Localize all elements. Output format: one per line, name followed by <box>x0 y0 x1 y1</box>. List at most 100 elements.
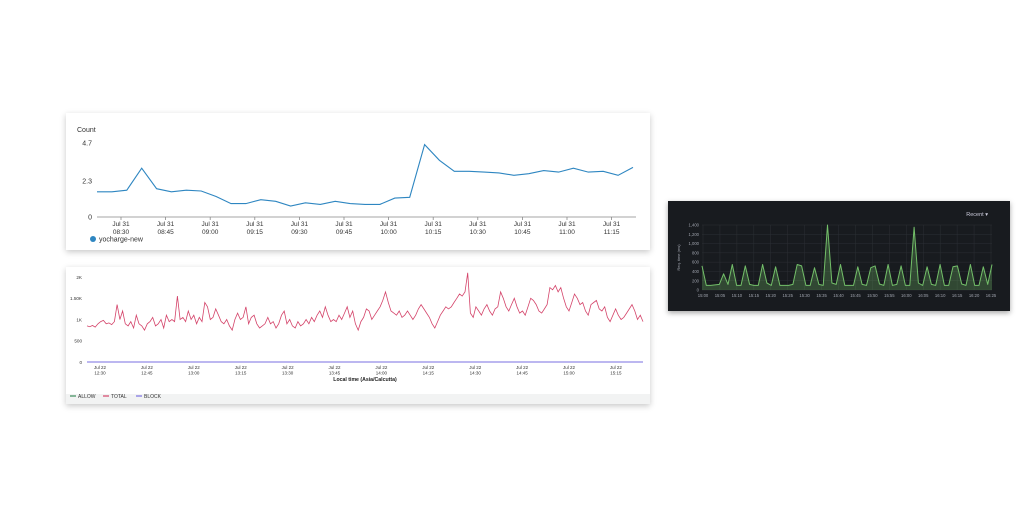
legend-label: TOTAL <box>111 394 127 400</box>
y-tick-label: 800 <box>692 250 700 255</box>
x-tick-date: Jul 22 <box>235 365 248 370</box>
x-tick-time: 11:00 <box>559 229 575 236</box>
x-tick-time: 08:30 <box>113 229 130 236</box>
request-time-panel: Recent ▾ 1,400 1,200 1,000 800 600 400 200 0 15:0… <box>668 201 1010 311</box>
x-tick-time: 13:30 <box>282 371 294 376</box>
x-tick-time: 14:00 <box>376 371 388 376</box>
x-tick-time: 09:45 <box>336 229 353 236</box>
x-tick-time: 11:15 <box>604 229 620 236</box>
x-tick-time: 13:00 <box>188 371 200 376</box>
legend-bar <box>66 394 650 404</box>
x-tick-label: 16:15 <box>952 293 963 298</box>
x-tick-time: 10:30 <box>470 229 487 236</box>
y-tick-label: 500 <box>74 339 82 344</box>
x-tick-date: Jul 31 <box>157 221 175 228</box>
x-tick-label: 15:05 <box>715 293 726 298</box>
x-tick-date: Jul 22 <box>422 365 435 370</box>
x-tick-date: Jul 31 <box>291 221 309 228</box>
legend-swatch <box>90 236 96 242</box>
y-tick-label: 400 <box>692 269 700 274</box>
x-tick-date: Jul 31 <box>514 221 532 228</box>
y-tick-label: 1,000 <box>689 241 700 246</box>
x-tick-date: Jul 31 <box>246 221 264 228</box>
x-tick-time: 12:45 <box>141 371 153 376</box>
x-tick-time: 15:00 <box>563 371 575 376</box>
x-tick-time: 12:30 <box>94 371 106 376</box>
x-tick-date: Jul 22 <box>469 365 482 370</box>
legend-label: yocharge-new <box>99 237 144 244</box>
x-tick-label: 15:35 <box>816 293 827 298</box>
x-axis-label: Local time (Asia/Calcutta) <box>333 377 397 383</box>
request-time-area-chart: Recent ▾1,4001,2001,000800600400200015:0… <box>676 212 997 298</box>
x-tick-label: 16:00 <box>901 293 912 298</box>
x-tick-time: 10:00 <box>380 229 397 236</box>
y-tick-label: 1,200 <box>689 232 700 237</box>
x-tick-label: 15:25 <box>782 293 793 298</box>
x-tick-time: 15:15 <box>610 371 622 376</box>
x-tick-date: Jul 22 <box>282 365 295 370</box>
x-tick-label: 16:25 <box>986 293 997 298</box>
x-tick-date: Jul 22 <box>516 365 529 370</box>
x-tick-label: 15:40 <box>833 293 844 298</box>
x-tick-date: Jul 31 <box>469 221 487 228</box>
series-line-TOTAL <box>86 272 644 332</box>
y-tick-label: 600 <box>692 260 700 265</box>
series-area-fill <box>702 225 992 290</box>
x-tick-label: 15:00 <box>698 293 709 298</box>
y-tick-label: 1,400 <box>689 223 700 228</box>
x-tick-date: Jul 22 <box>610 365 623 370</box>
x-tick-label: 15:30 <box>799 293 810 298</box>
count-chart-panel: Count 4.7 2.3 0 Jul 31 08:30 Jul 31 08:45 Jul 31… <box>66 113 650 250</box>
x-tick-date: Jul 22 <box>94 365 107 370</box>
x-tick-label: 15:55 <box>884 293 895 298</box>
x-tick-date: Jul 22 <box>141 365 154 370</box>
y-tick-label: 4.7 <box>82 141 92 148</box>
x-tick-label: 16:10 <box>935 293 946 298</box>
x-tick-label: 15:15 <box>749 293 760 298</box>
x-tick-date: Jul 31 <box>558 221 576 228</box>
x-tick-time: 13:45 <box>329 371 341 376</box>
x-tick-time: 13:15 <box>235 371 247 376</box>
series-line <box>701 224 993 286</box>
legend-label: BLOCK <box>144 394 162 400</box>
x-tick-time: 09:00 <box>202 229 219 236</box>
x-tick-date: Jul 22 <box>328 365 341 370</box>
legend-label: ALLOW <box>78 394 96 400</box>
x-tick-time: 14:45 <box>516 371 528 376</box>
x-tick-label: 16:20 <box>969 293 980 298</box>
x-tick-time: 08:45 <box>157 229 174 236</box>
x-tick-time: 09:30 <box>291 229 308 236</box>
x-tick-label: 15:50 <box>867 293 878 298</box>
x-tick-label: 16:05 <box>918 293 929 298</box>
x-tick-time: 14:30 <box>470 371 482 376</box>
x-tick-label: 15:45 <box>850 293 861 298</box>
y-tick-label: 0 <box>697 288 700 293</box>
x-tick-time: 10:45 <box>514 229 531 236</box>
x-tick-label: 15:10 <box>732 293 743 298</box>
y-axis-label: Req. time (ms) <box>676 244 681 271</box>
x-tick-date: Jul 22 <box>188 365 201 370</box>
x-tick-date: Jul 31 <box>380 221 398 228</box>
y-tick-label: 0 <box>79 360 82 365</box>
x-tick-date: Jul 31 <box>112 221 130 228</box>
y-tick-label: 1K <box>76 317 83 322</box>
x-tick-date: Jul 22 <box>563 365 576 370</box>
series-line-yocharge-new <box>97 143 634 207</box>
x-tick-time: 14:15 <box>423 371 435 376</box>
y-tick-label: 0 <box>88 215 92 222</box>
x-tick-label: 15:20 <box>766 293 777 298</box>
x-tick-time: 09:15 <box>247 229 264 236</box>
requests-chart-panel: 2K 1.50K 1K 500 0 Jul 22 12:30 Jul 22 12:45 Jul 2… <box>66 267 650 404</box>
y-tick-label: 2.3 <box>82 178 92 185</box>
y-tick-label: 1.50K <box>70 296 83 301</box>
y-tick-label: 2K <box>76 275 83 280</box>
x-tick-date: Jul 31 <box>202 221 220 228</box>
x-tick-date: Jul 31 <box>425 221 443 228</box>
y-tick-label: 200 <box>692 278 700 283</box>
x-tick-time: 10:15 <box>425 229 442 236</box>
y-axis-label: Count <box>77 127 96 134</box>
x-tick-date: Jul 31 <box>603 221 621 228</box>
time-range-label: Recent ▾ <box>966 212 988 218</box>
